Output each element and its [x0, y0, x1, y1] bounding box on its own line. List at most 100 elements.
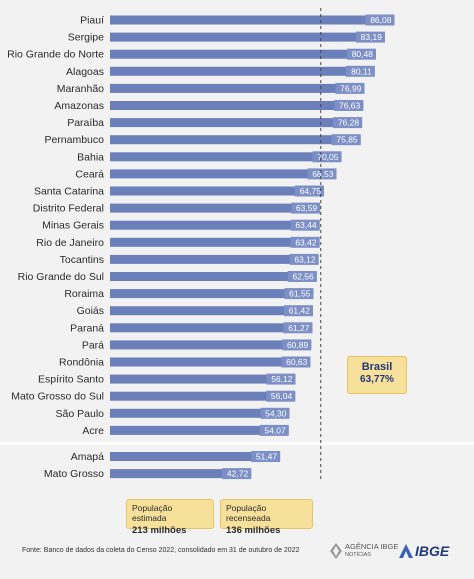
bar-row: Tocantins 63,12 — [60, 253, 319, 266]
value-label: 64,75 — [300, 186, 322, 196]
agencia-logo-icon — [330, 543, 342, 559]
bar-row: Bahia 70,05 — [77, 151, 342, 163]
brasil-callout-value: 63,77% — [360, 374, 394, 385]
bar-row: Goiás 61,42 — [77, 305, 313, 317]
category-label: Rondônia — [59, 357, 104, 369]
value-label: 63,42 — [295, 237, 317, 247]
census-population-value: 136 milhões — [226, 525, 281, 536]
category-label: Rio de Janeiro — [36, 237, 104, 249]
bar-row: Pará 60,89 — [82, 339, 312, 351]
bar-row: Santa Catarina 64,75 — [34, 185, 324, 198]
category-label: Tocantins — [60, 254, 104, 266]
bar-row: Sergipe 83,19 — [68, 32, 385, 44]
bar-row: Mato Grosso 42,72 — [44, 468, 252, 480]
value-label: 68,53 — [312, 169, 334, 179]
value-label: 86,08 — [370, 15, 392, 25]
estimated-population-value: 213 milhões — [132, 525, 187, 536]
category-label: Distrito Federal — [33, 203, 104, 215]
bar-row: Paraíba 76,28 — [67, 117, 363, 129]
value-label-box — [290, 219, 320, 231]
estimated-population-box: População estimada 213 milhões — [126, 499, 214, 536]
value-label-box — [260, 407, 290, 419]
value-label: 61,55 — [289, 289, 311, 299]
category-label: Amapá — [71, 451, 104, 463]
bar-row: Acre 54,07 — [82, 424, 289, 437]
bar-row: Maranhão 76,99 — [57, 82, 365, 95]
bar — [110, 425, 289, 435]
bar-row: Espírito Santo 56,12 — [38, 373, 296, 386]
value-label-box — [291, 202, 321, 214]
value-label-box — [251, 451, 281, 462]
value-label-box — [266, 390, 296, 402]
bar-row: Amazonas 76,63 — [54, 100, 364, 112]
value-label-box — [355, 31, 385, 43]
value-label-box — [346, 48, 376, 60]
bar — [110, 66, 375, 76]
bar — [110, 83, 365, 93]
value-label-box — [283, 305, 313, 317]
bar-row: Rio Grande do Sul 62,56 — [18, 271, 317, 283]
brasil-callout: Brasil 63,77% — [347, 356, 407, 394]
bar — [110, 374, 296, 384]
value-label: 42,72 — [227, 469, 249, 479]
value-label: 56,12 — [271, 374, 293, 384]
bar — [110, 391, 296, 401]
bar-row: Alagoas 80,11 — [66, 65, 375, 78]
value-label: 83,19 — [361, 32, 383, 42]
bar — [110, 118, 363, 128]
bar — [110, 357, 311, 367]
ibge-logo: IBGE — [399, 541, 449, 561]
category-label: Espírito Santo — [38, 374, 104, 386]
value-label: 56,04 — [271, 391, 293, 401]
value-label-box — [287, 271, 317, 282]
value-label-box — [345, 65, 375, 77]
agencia-logo-line1: AGÊNCIA IBGE — [345, 542, 399, 551]
bar-row: Mato Grosso do Sul 56,04 — [11, 390, 296, 403]
value-label: 80,48 — [352, 49, 374, 59]
value-label-box — [289, 253, 319, 265]
value-label: 76,28 — [338, 118, 360, 128]
bar — [110, 323, 313, 333]
bar — [110, 101, 364, 110]
category-label: Sergipe — [68, 32, 104, 44]
bar — [110, 306, 313, 316]
census-population-box: População recenseada 136 milhões — [220, 499, 313, 536]
value-label-box — [335, 82, 365, 94]
category-label: São Paulo — [56, 408, 105, 420]
value-label-box — [312, 151, 342, 163]
bar — [110, 452, 281, 461]
category-label: Mato Grosso — [44, 468, 104, 480]
bar-row: Piauí 86,08 — [80, 14, 395, 27]
bar-row: Ceará 68,53 — [75, 168, 337, 180]
value-label: 70,05 — [317, 152, 339, 162]
bar — [110, 254, 319, 264]
bar-row: Amapá 51,47 — [71, 451, 281, 463]
value-label-box — [266, 373, 296, 385]
category-label: Maranhão — [57, 83, 104, 95]
category-label: Amazonas — [54, 100, 104, 112]
bar — [110, 203, 321, 213]
bar-row: Paraná 61,27 — [70, 322, 313, 334]
bar-row: Rondônia 60,63 — [59, 356, 311, 369]
category-label: Bahia — [77, 151, 104, 163]
value-label-box — [282, 339, 312, 351]
category-label: Paraíba — [67, 117, 104, 129]
value-label-box — [259, 424, 289, 436]
brasil-callout-label: Brasil — [361, 361, 393, 373]
value-label-box — [331, 134, 361, 146]
ibge-logo-text: IBGE — [415, 543, 450, 559]
ibge-logo-icon — [399, 544, 413, 558]
bar — [110, 272, 317, 281]
bar — [110, 135, 361, 145]
value-label: 63,44 — [295, 220, 317, 230]
value-label-box — [334, 100, 364, 111]
category-label: Acre — [82, 425, 104, 437]
value-label: 60,89 — [287, 340, 309, 350]
bar — [110, 289, 314, 299]
value-label-box — [365, 14, 395, 26]
value-label-box — [333, 117, 363, 129]
value-label: 60,63 — [286, 357, 308, 367]
category-label: Minas Gerais — [42, 220, 104, 232]
